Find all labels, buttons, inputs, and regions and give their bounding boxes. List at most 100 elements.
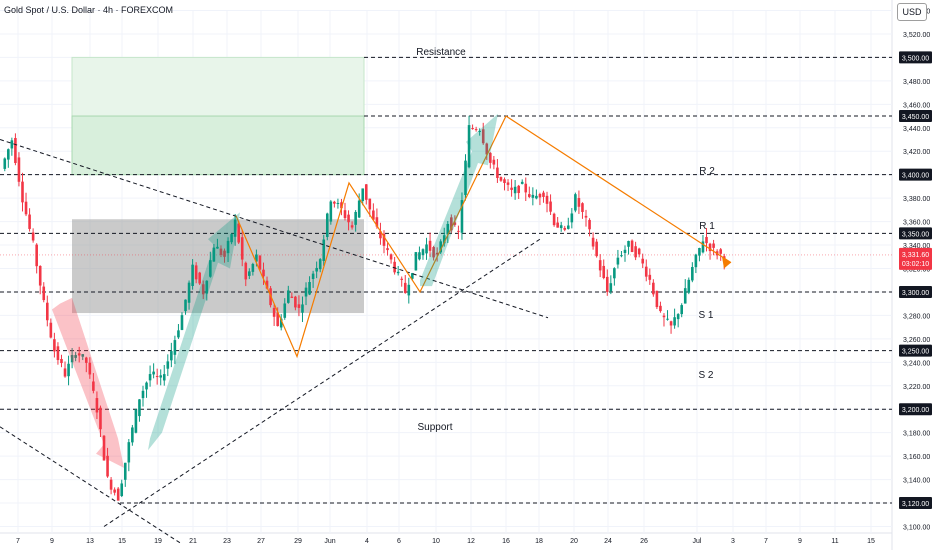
time-tick-label: 7 bbox=[764, 538, 768, 545]
time-tick-label: 18 bbox=[535, 538, 543, 545]
level-price-tag bbox=[899, 344, 932, 357]
candle-body bbox=[485, 143, 489, 155]
candle-body bbox=[563, 227, 567, 230]
candle-body bbox=[333, 201, 336, 204]
time-axis[interactable]: 7 9 13 15 19 21 23 27 29 Jun 4 6 10 12 16 18 20 24 26 Jul 3 7… bbox=[16, 538, 875, 545]
candle-body bbox=[570, 213, 574, 223]
candle-body bbox=[106, 455, 109, 477]
candle-body bbox=[577, 198, 581, 207]
candle-body bbox=[506, 182, 510, 185]
candle-body bbox=[364, 184, 368, 200]
candle-body bbox=[644, 266, 648, 277]
candle-body bbox=[414, 252, 418, 271]
candle-body bbox=[368, 198, 372, 210]
candle-body bbox=[489, 152, 492, 163]
candle-body bbox=[503, 179, 506, 184]
candle-body bbox=[216, 246, 219, 249]
candle-body bbox=[237, 223, 240, 243]
price-tick-label: 3,260.00 bbox=[903, 337, 930, 344]
candle-body bbox=[21, 181, 24, 203]
levels bbox=[0, 56, 892, 504]
time-tick-label: 23 bbox=[223, 538, 231, 545]
currency-button[interactable]: USD bbox=[897, 3, 927, 21]
orange-zigzag bbox=[235, 115, 507, 359]
candle-body bbox=[336, 202, 340, 204]
candle-body bbox=[113, 489, 116, 493]
candle-body bbox=[49, 322, 53, 338]
candle-body bbox=[279, 318, 283, 328]
candle-body bbox=[184, 299, 187, 312]
candle-body bbox=[92, 381, 95, 391]
candle-body bbox=[499, 177, 503, 181]
candle-body bbox=[138, 399, 141, 417]
candle-body bbox=[666, 318, 669, 320]
price-tick-label: 3,320.00 bbox=[903, 267, 930, 274]
candle-body bbox=[411, 273, 414, 279]
candle-body bbox=[687, 279, 691, 293]
candle-body bbox=[226, 240, 230, 254]
price-axis[interactable]: 3,100.00 3,120.00 3,140.00 3,160.00 3,180.00… bbox=[899, 9, 932, 532]
candle-body bbox=[481, 129, 485, 144]
candle-body bbox=[542, 192, 545, 197]
candle-body bbox=[53, 339, 56, 352]
candle-body bbox=[14, 138, 17, 164]
candle-body bbox=[535, 195, 538, 199]
candle-body bbox=[513, 186, 517, 194]
candle-body bbox=[669, 321, 673, 326]
candle-body bbox=[471, 128, 474, 130]
time-tick-label: 15 bbox=[867, 538, 875, 545]
candle-body bbox=[591, 237, 595, 247]
candle-body bbox=[439, 241, 442, 253]
candle-body bbox=[95, 398, 99, 413]
candle-body bbox=[145, 382, 148, 390]
candle-body bbox=[294, 296, 297, 308]
time-tick-label: 9 bbox=[798, 538, 802, 545]
time-tick-label: 27 bbox=[257, 538, 265, 545]
candle-body bbox=[42, 286, 46, 301]
candle-body bbox=[623, 249, 627, 253]
candle-body bbox=[386, 248, 389, 251]
candle-body bbox=[262, 269, 265, 277]
level-price-tag bbox=[899, 497, 932, 510]
red-arrow bbox=[52, 297, 124, 468]
annotation-support: Support bbox=[417, 422, 452, 433]
time-tick-label: 15 bbox=[118, 538, 126, 545]
candle-body bbox=[272, 307, 276, 317]
candle-body bbox=[496, 167, 499, 178]
candle-body bbox=[545, 195, 549, 204]
time-tick-label: 20 bbox=[570, 538, 578, 545]
price-tick-label: 3,340.00 bbox=[903, 243, 930, 250]
candle-body bbox=[230, 234, 233, 243]
candle-body bbox=[177, 330, 180, 338]
candle-body bbox=[372, 210, 375, 220]
candle-body bbox=[584, 215, 588, 218]
candle-body bbox=[240, 237, 244, 260]
candle-body bbox=[719, 249, 722, 254]
green-zone-upper bbox=[71, 56, 365, 117]
candle-body bbox=[194, 265, 198, 280]
candle-body bbox=[609, 283, 613, 292]
symbol-title: Gold Spot / U.S. Dollar · 4h · FOREXCOM bbox=[4, 5, 174, 15]
level-price-tag bbox=[899, 403, 932, 416]
price-tick-label: 3,460.00 bbox=[903, 102, 930, 109]
candle-body bbox=[698, 248, 701, 256]
price-tick-label: 3,180.00 bbox=[903, 431, 930, 438]
candle-body bbox=[659, 305, 662, 312]
price-tick-label: 3,480.00 bbox=[903, 79, 930, 86]
candle-body bbox=[340, 202, 343, 209]
candle-body bbox=[524, 183, 528, 193]
candle-body bbox=[255, 254, 258, 262]
candle-body bbox=[180, 315, 184, 330]
candle-body bbox=[478, 130, 481, 132]
candle-body bbox=[251, 263, 255, 272]
candle-body bbox=[209, 260, 212, 277]
time-tick-label: 4 bbox=[365, 538, 369, 545]
candle-body bbox=[38, 265, 42, 286]
candle-body bbox=[74, 355, 77, 358]
uptrend-line bbox=[103, 238, 541, 527]
level-price-tag bbox=[899, 227, 932, 240]
level-price-text: 3,400.00 bbox=[902, 173, 929, 180]
candle-body bbox=[442, 235, 446, 244]
